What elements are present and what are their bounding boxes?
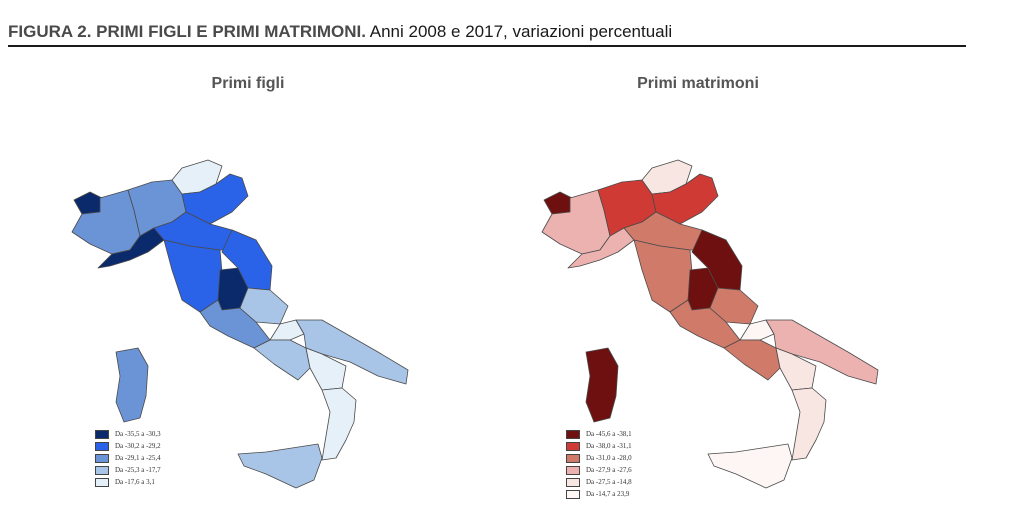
- legend-item: Da -25,3 a -17,7: [95, 464, 161, 476]
- italy-map-primi-matrimoni: [541, 159, 879, 489]
- region-liguria: [567, 227, 635, 269]
- region-sicilia: [707, 443, 793, 489]
- region-calabria: [791, 387, 827, 461]
- region-valle-aosta: [73, 191, 103, 215]
- region-puglia: [295, 319, 409, 385]
- legend-label: Da -27,5 a -14,8: [586, 478, 632, 486]
- figure-title: FIGURA 2. PRIMI FIGLI E PRIMI MATRIMONI.…: [8, 22, 672, 42]
- legend-label: Da -35,5 a -30,3: [115, 430, 161, 438]
- region-sicilia: [237, 443, 323, 489]
- region-valle-aosta: [543, 191, 573, 215]
- figure-title-bold: FIGURA 2. PRIMI FIGLI E PRIMI MATRIMONI.: [8, 22, 366, 41]
- legend-swatch: [566, 441, 580, 451]
- region-campania: [723, 339, 781, 381]
- legend-label: Da -27,9 a -27,6: [586, 466, 632, 474]
- region-toscana: [163, 239, 223, 313]
- legend-item: Da -45,6 a -38,1: [566, 428, 632, 440]
- legend-item: Da -27,5 a -14,8: [566, 476, 632, 488]
- legend-item: Da -14,7 a 23,9: [566, 488, 632, 500]
- legend-item: Da -29,1 a -25,4: [95, 452, 161, 464]
- legend-item: Da -35,5 a -30,3: [95, 428, 161, 440]
- legend-item: Da -30,2 a -29,2: [95, 440, 161, 452]
- region-calabria: [321, 387, 357, 461]
- region-puglia: [765, 319, 879, 385]
- region-molise: [739, 319, 775, 341]
- region-toscana: [633, 239, 693, 313]
- region-campania: [253, 339, 311, 381]
- legend-label: Da -38,0 a -31,1: [586, 442, 632, 450]
- legend-label: Da -30,2 a -29,2: [115, 442, 161, 450]
- legend-swatch: [566, 489, 580, 499]
- legend-swatch: [95, 465, 109, 475]
- legend-swatch: [95, 441, 109, 451]
- region-lazio: [199, 299, 271, 349]
- region-sardegna: [115, 347, 149, 423]
- legend-label: Da -29,1 a -25,4: [115, 454, 161, 462]
- map-title-primi-figli: Primi figli: [211, 75, 285, 92]
- legend-label: Da -31,0 a -28,0: [586, 454, 632, 462]
- legend-primi-figli: Da -35,5 a -30,3 Da -30,2 a -29,2 Da -29,1…: [95, 428, 161, 488]
- title-rule: [8, 45, 966, 47]
- legend-swatch: [566, 477, 580, 487]
- legend-label: Da -25,3 a -17,7: [115, 466, 161, 474]
- legend-primi-matrimoni: Da -45,6 a -38,1 Da -38,0 a -31,1 Da -31,0…: [566, 428, 632, 500]
- region-molise: [269, 319, 305, 341]
- legend-swatch: [95, 429, 109, 439]
- legend-item: Da -17,6 a 3,1: [95, 476, 161, 488]
- region-sardegna: [585, 347, 619, 423]
- figure-title-rest: Anni 2008 e 2017, variazioni percentuali: [365, 22, 673, 41]
- legend-label: Da -14,7 a 23,9: [586, 490, 630, 498]
- legend-label: Da -17,6 a 3,1: [115, 478, 155, 486]
- legend-item: Da -38,0 a -31,1: [566, 440, 632, 452]
- legend-label: Da -45,6 a -38,1: [586, 430, 632, 438]
- legend-swatch: [566, 429, 580, 439]
- map-title-primi-matrimoni: Primi matrimoni: [637, 75, 759, 92]
- legend-swatch: [95, 477, 109, 487]
- legend-item: Da -31,0 a -28,0: [566, 452, 632, 464]
- region-liguria: [97, 227, 165, 269]
- legend-item: Da -27,9 a -27,6: [566, 464, 632, 476]
- legend-swatch: [566, 453, 580, 463]
- region-lazio: [669, 299, 741, 349]
- italy-map-primi-figli: [71, 159, 409, 489]
- legend-swatch: [566, 465, 580, 475]
- legend-swatch: [95, 453, 109, 463]
